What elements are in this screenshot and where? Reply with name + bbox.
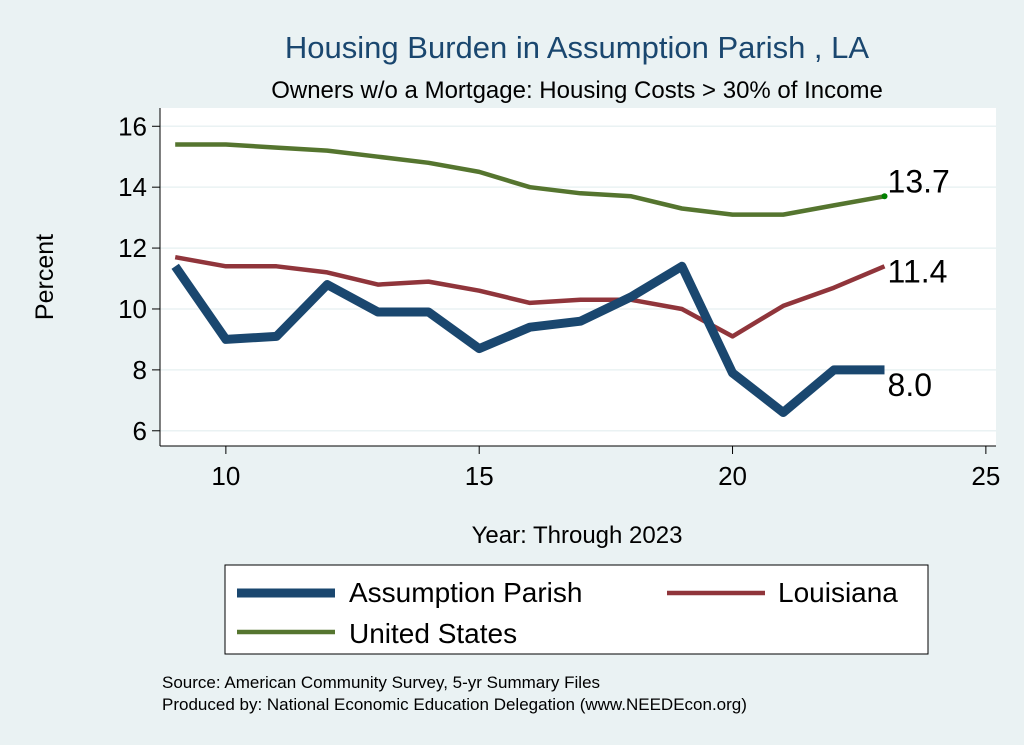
y-tick-label: 6 (133, 416, 147, 446)
series-lines (171, 142, 886, 417)
legend-box (224, 564, 929, 655)
end-marker-united-states (881, 193, 888, 200)
legend-label-united-states: United States (349, 618, 517, 649)
y-tick-label: 12 (118, 233, 147, 263)
series-line-assumption-parish (171, 261, 885, 417)
y-tick-label: 16 (118, 111, 147, 141)
source-note: Source: American Community Survey, 5-yr … (162, 673, 600, 692)
y-tick-label: 14 (118, 172, 147, 202)
x-axis-title: Year: Through 2023 (472, 522, 683, 549)
chart-subtitle: Owners w/o a Mortgage: Housing Costs > 3… (271, 77, 883, 104)
series-line-louisiana (174, 254, 886, 339)
end-label-louisiana: 11.4 (888, 253, 948, 289)
plot-area (160, 108, 996, 446)
producer-note: Produced by: National Economic Education… (162, 695, 747, 714)
x-tick-label: 15 (465, 461, 494, 491)
x-tick-label: 25 (971, 461, 1000, 491)
x-tick-label: 20 (718, 461, 747, 491)
chart-title: Housing Burden in Assumption Parish , LA (285, 30, 869, 65)
end-labels: 8.0 11.4 13.7 (881, 163, 950, 403)
end-label-united-states: 13.7 (888, 163, 950, 199)
legend: Assumption Parish Louisiana United State… (224, 564, 929, 655)
series-line-united-states (175, 142, 885, 217)
end-label-assumption-parish: 8.0 (888, 367, 932, 403)
x-tick-label: 10 (211, 461, 240, 491)
legend-label-assumption-parish: Assumption Parish (349, 577, 582, 608)
axes: 6 8 10 12 14 16 10 15 20 25 (118, 108, 1000, 491)
y-tick-label: 10 (118, 294, 147, 324)
legend-label-louisiana: Louisiana (778, 577, 898, 608)
y-tick-label: 8 (133, 355, 147, 385)
y-axis-title: Percent (31, 234, 59, 320)
